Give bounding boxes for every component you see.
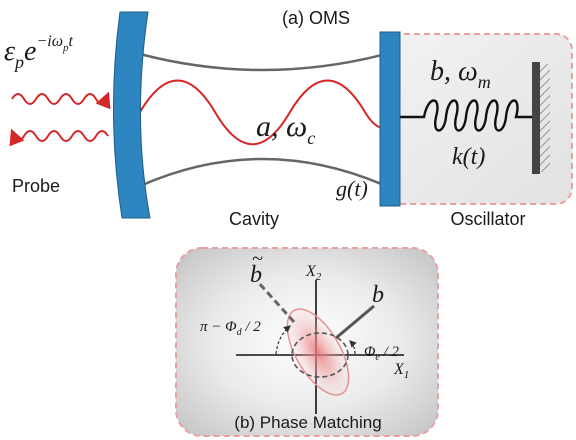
cavity-mode-label: a, ωc (256, 110, 315, 148)
axis-x2-label: X2 (305, 263, 322, 283)
panel-a-title: (a) OMS (282, 8, 350, 28)
oscillator-label: Oscillator (450, 209, 525, 229)
angle-left-label: π − Φd / 2 (200, 319, 261, 338)
vector-b-label: b (372, 282, 384, 308)
vacuum-circle (291, 332, 349, 378)
cavity-label: Cavity (229, 209, 279, 229)
mirror-coupling-label: g(t) (336, 176, 368, 201)
movable-mirror (379, 31, 401, 207)
probe-field: ε (4, 36, 15, 67)
probe-formula: εpe−iωpt (4, 33, 74, 72)
oscillator-mode-label: b, ωm (430, 56, 491, 92)
panel-b-title: (b) Phase Matching (234, 413, 381, 432)
vector-b (335, 304, 375, 340)
svg-text:εpe−iωpt: εpe−iωpt (4, 33, 74, 72)
left-mirror (112, 11, 151, 219)
wall-hatch (538, 64, 550, 172)
axis-x1-label: X1 (393, 361, 409, 381)
cavity-field-wave (139, 79, 385, 146)
probe-field-sub: p (13, 52, 24, 72)
probe-exp-power-tail: t (69, 33, 74, 50)
spring (400, 99, 534, 132)
vector-b-tilde-label: b (250, 262, 262, 288)
probe-exp: e (24, 36, 36, 67)
tilde-mark: ~ (252, 248, 263, 270)
angle-arc-left (275, 325, 291, 355)
cavity-beam-lower (139, 157, 387, 188)
vector-b-tilde (256, 280, 296, 324)
probe-exp-power: −iω (36, 33, 63, 50)
incoming-probe-wave (11, 91, 111, 110)
probe-exp-power-sub: p (62, 42, 69, 54)
probe-label: Probe (12, 176, 60, 196)
angle-right-label: Φe / 2 (364, 344, 400, 363)
wall (532, 62, 540, 174)
spring-constant-label: k(t) (452, 144, 485, 170)
reflected-probe-wave (9, 128, 109, 147)
angle-arc-right (349, 340, 357, 355)
cavity-beam-upper (139, 52, 387, 72)
